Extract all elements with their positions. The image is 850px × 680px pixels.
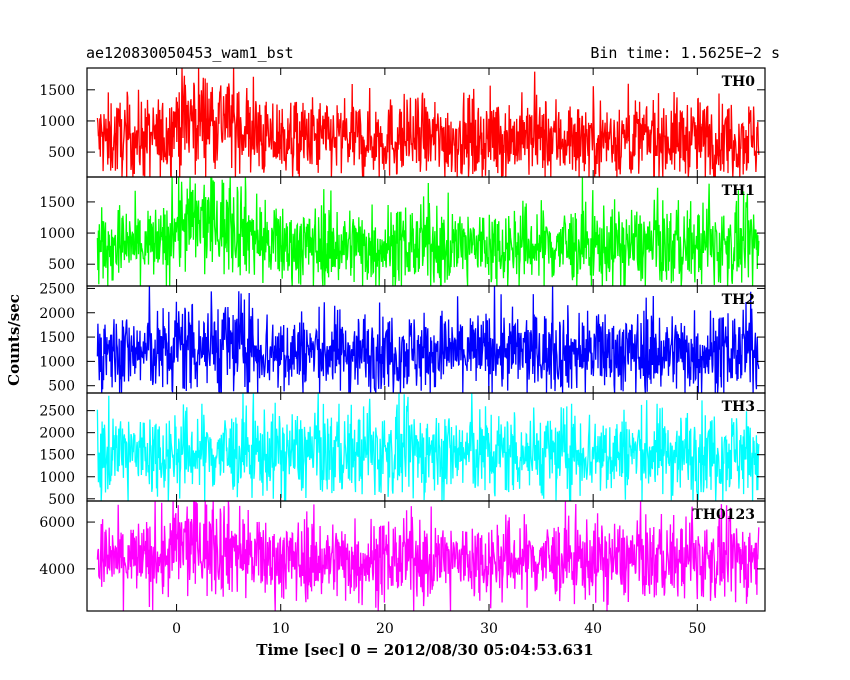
y-tick-label: 1500 [39, 83, 75, 99]
x-tick-label: 10 [272, 621, 290, 637]
x-tick-label: 50 [688, 621, 706, 637]
y-tick-label: 1000 [39, 354, 75, 370]
panel-th3: 500 1000 1500 2000 2500 TH3 [39, 392, 766, 508]
y-tick-label: 2000 [39, 306, 75, 322]
panel-th2: 500 1000 1500 2000 2500 TH2 [39, 281, 766, 395]
panel-label-th2: TH2 [722, 292, 755, 308]
series-th0123-trace [96, 501, 760, 611]
panel-label-th0123: TH0123 [692, 507, 755, 523]
y-tick-label: 2500 [39, 281, 75, 297]
x-tick-label: 20 [376, 621, 394, 637]
panel-label-th0: TH0 [722, 74, 756, 90]
panel-th1: 500 1000 1500 TH1 [39, 176, 766, 287]
x-axis-title: Time [sec] 0 = 2012/08/30 05:04:53.631 [256, 641, 593, 659]
x-tick-label: 30 [480, 621, 498, 637]
panels-group: 500 1000 1500 TH0 500 1000 1500 TH1 500 1000 1500 2… [39, 67, 766, 612]
y-tick-label: 500 [48, 379, 75, 395]
panel-frame [86, 500, 766, 612]
y-tick-label: 1500 [39, 195, 75, 211]
series-th1-trace [96, 177, 760, 286]
y-tick-label: 2500 [39, 404, 75, 420]
y-tick-label: 1500 [39, 448, 75, 464]
series-th2-trace [96, 286, 760, 393]
panel-th0: 500 1000 1500 TH0 [39, 67, 766, 178]
y-tick-label: 500 [48, 145, 75, 161]
y-tick-label: 1000 [39, 114, 75, 130]
bin-time-label: Bin time: 1.5625E−2 s [590, 44, 780, 62]
series-th3-trace [96, 393, 760, 501]
panel-label-th3: TH3 [722, 399, 755, 415]
y-axis-title: Counts/sec [5, 294, 23, 386]
y-tick-label: 2000 [39, 426, 75, 442]
y-tick-label: 4000 [39, 562, 75, 578]
y-tick-label: 500 [48, 257, 75, 273]
x-tick-label: 0 [172, 621, 181, 637]
y-tick-label: 1500 [39, 330, 75, 346]
y-tick-label: 500 [48, 492, 75, 508]
y-tick-label: 6000 [39, 515, 75, 531]
y-tick-label: 1000 [39, 226, 75, 242]
x-tick-label: 40 [584, 621, 602, 637]
x-axis-ticks: 0 10 20 30 40 50 [172, 621, 706, 637]
panel-label-th1: TH1 [722, 183, 755, 199]
chart-title: ae120830050453_wam1_bst [86, 44, 294, 62]
panel-th0123: 4000 6000 TH0123 [39, 500, 766, 612]
y-tick-label: 1000 [39, 470, 75, 486]
series-th0-trace [96, 68, 760, 177]
